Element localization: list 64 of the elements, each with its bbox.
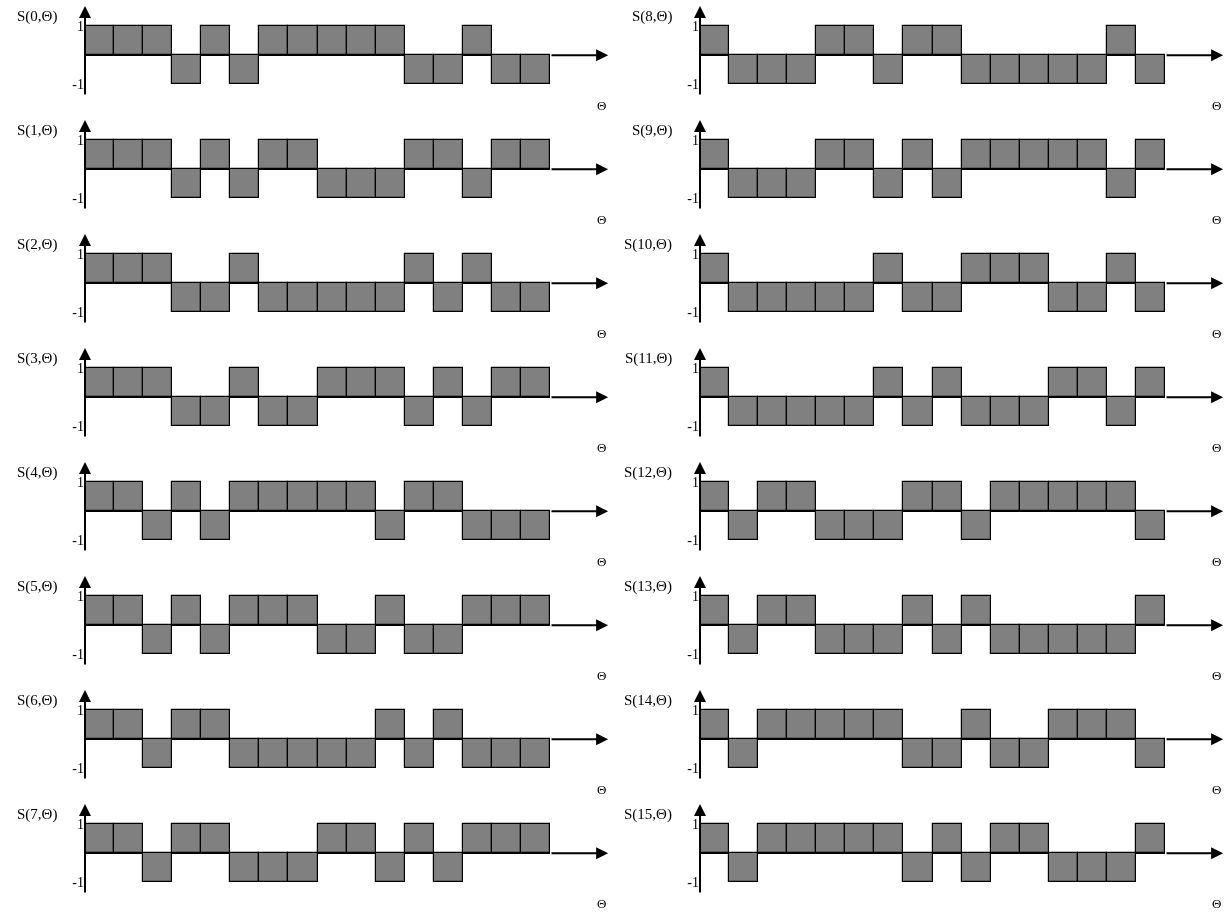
- y-tick-label: 1: [692, 703, 699, 719]
- x-axis-title: Θ: [597, 668, 607, 683]
- x-axis-title: Θ: [597, 440, 607, 455]
- y-tick-label: 1: [77, 133, 84, 149]
- y-tick-label: -1: [72, 875, 84, 891]
- y-tick-label: -1: [72, 647, 84, 663]
- y-tick-label: -1: [72, 419, 84, 435]
- y-tick-label: 1: [692, 361, 699, 377]
- y-tick-label: -1: [687, 533, 699, 549]
- y-axis-title: S(11,Θ): [625, 350, 673, 367]
- y-tick-label: 1: [77, 247, 84, 263]
- y-tick-label: -1: [687, 761, 699, 777]
- y-tick-label: -1: [72, 77, 84, 93]
- y-tick-label: -1: [687, 419, 699, 435]
- x-axis-title: Θ: [1212, 212, 1222, 227]
- y-axis-title: S(7,Θ): [17, 806, 58, 823]
- y-tick-label: 1: [692, 247, 699, 263]
- y-tick-label: -1: [687, 305, 699, 321]
- y-axis-title: S(0,Θ): [17, 8, 58, 25]
- x-axis-title: Θ: [597, 896, 607, 911]
- y-tick-label: 1: [77, 475, 84, 491]
- x-axis-title: Θ: [597, 554, 607, 569]
- x-axis-title: Θ: [1212, 896, 1222, 911]
- x-axis-title: Θ: [1212, 98, 1222, 113]
- x-axis-title: Θ: [1212, 440, 1222, 455]
- x-axis-title: Θ: [1212, 326, 1222, 341]
- y-tick-label: 1: [77, 817, 84, 833]
- y-tick-label: -1: [72, 761, 84, 777]
- y-axis-title: S(13,Θ): [624, 578, 672, 595]
- y-axis-title: S(5,Θ): [17, 578, 58, 595]
- x-axis-title: Θ: [1212, 668, 1222, 683]
- y-tick-label: 1: [692, 589, 699, 605]
- y-axis-title: S(6,Θ): [17, 692, 58, 709]
- y-tick-label: -1: [687, 191, 699, 207]
- y-tick-label: -1: [72, 191, 84, 207]
- y-tick-label: -1: [687, 77, 699, 93]
- y-axis-title: S(9,Θ): [632, 122, 673, 139]
- y-tick-label: 1: [77, 703, 84, 719]
- y-axis-title: S(12,Θ): [624, 464, 672, 481]
- x-axis-title: Θ: [597, 782, 607, 797]
- y-tick-label: -1: [72, 533, 84, 549]
- x-axis-title: Θ: [1212, 782, 1222, 797]
- y-tick-label: 1: [77, 19, 84, 35]
- x-axis-title: Θ: [597, 326, 607, 341]
- y-tick-label: -1: [687, 875, 699, 891]
- y-tick-label: 1: [692, 817, 699, 833]
- y-axis-title: S(15,Θ): [624, 806, 672, 823]
- y-axis-title: S(4,Θ): [17, 464, 58, 481]
- y-tick-label: 1: [77, 361, 84, 377]
- y-axis-title: S(14,Θ): [624, 692, 672, 709]
- y-tick-label: 1: [692, 133, 699, 149]
- x-axis-title: Θ: [1212, 554, 1222, 569]
- x-axis-title: Θ: [597, 98, 607, 113]
- y-tick-label: -1: [72, 305, 84, 321]
- y-axis-title: S(10,Θ): [624, 236, 672, 253]
- y-tick-label: 1: [692, 475, 699, 491]
- y-tick-label: 1: [77, 589, 84, 605]
- y-axis-title: S(2,Θ): [17, 236, 58, 253]
- y-axis-title: S(1,Θ): [17, 122, 58, 139]
- y-tick-label: 1: [692, 19, 699, 35]
- x-axis-title: Θ: [597, 212, 607, 227]
- y-tick-label: -1: [687, 647, 699, 663]
- y-axis-title: S(8,Θ): [632, 8, 673, 25]
- y-axis-title: S(3,Θ): [17, 350, 58, 367]
